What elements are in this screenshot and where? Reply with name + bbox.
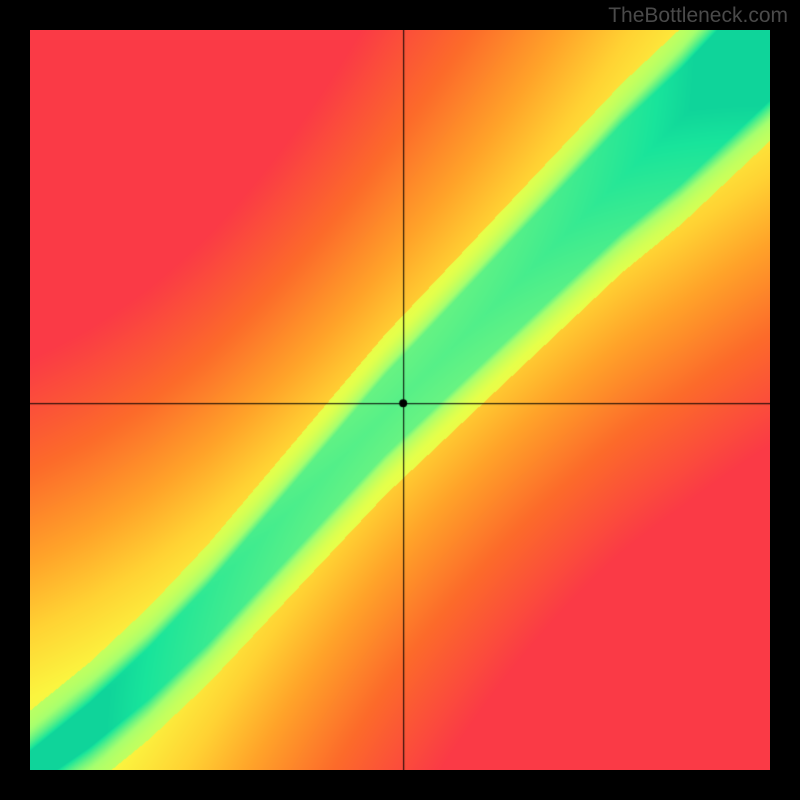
chart-container: TheBottleneck.com xyxy=(0,0,800,800)
plot-area xyxy=(30,30,770,770)
watermark-text: TheBottleneck.com xyxy=(608,4,788,28)
heatmap-canvas xyxy=(30,30,770,770)
